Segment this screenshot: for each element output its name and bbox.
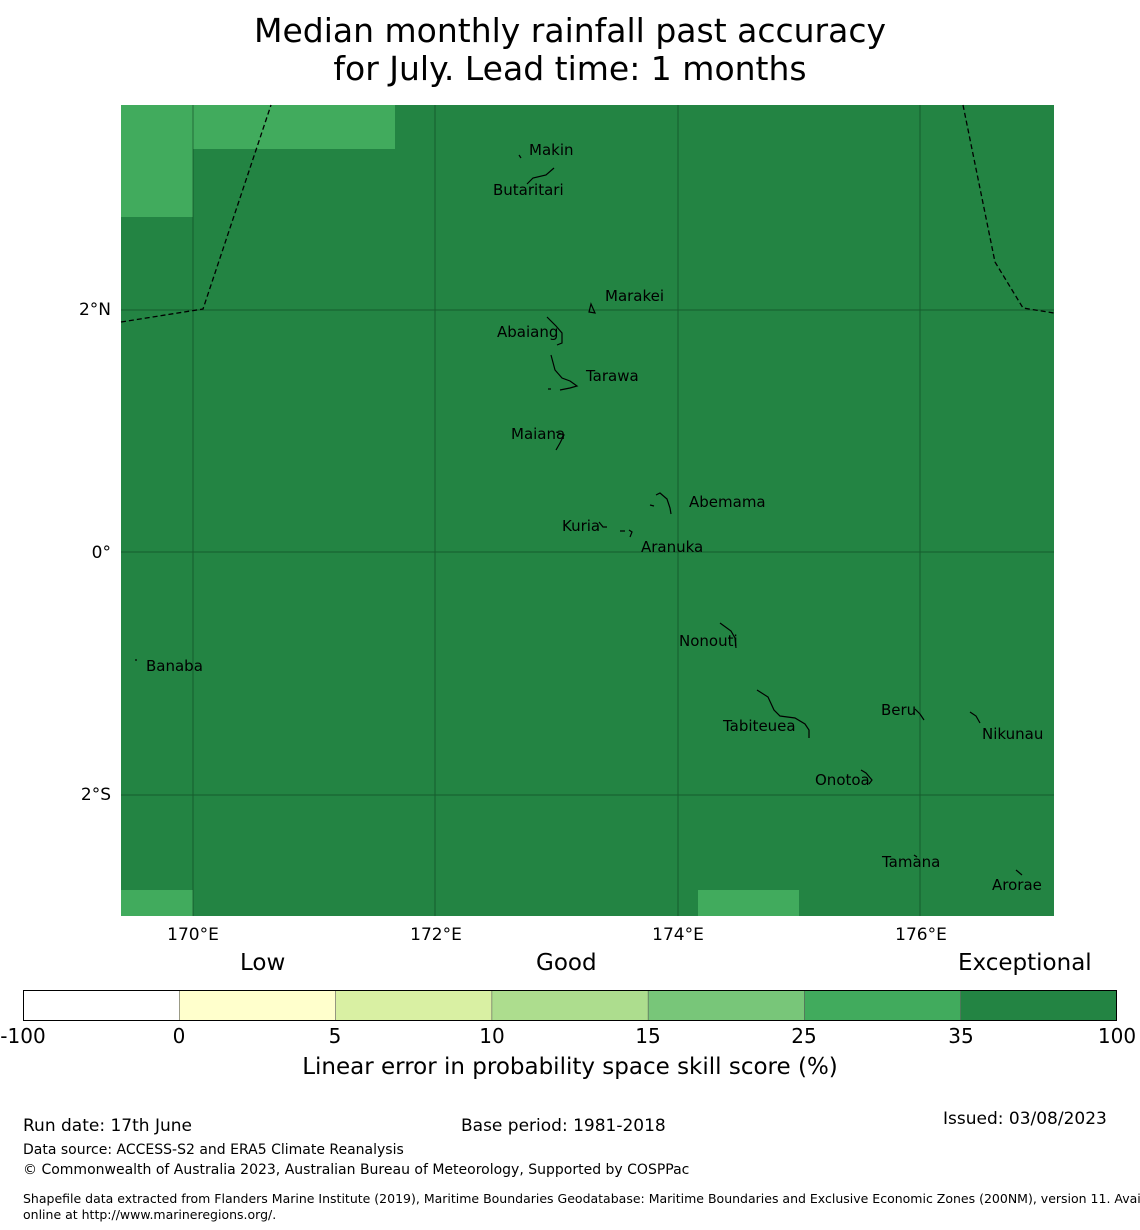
place-label-beru: Beru bbox=[881, 701, 916, 719]
legend-tick: 100 bbox=[1097, 1024, 1137, 1048]
lon-label-176e: 176°E bbox=[895, 925, 947, 945]
lon-label-172e: 172°E bbox=[410, 925, 462, 945]
map-cell-very-good bbox=[193, 105, 395, 149]
legend-swatch bbox=[179, 990, 337, 1021]
base-period: Base period: 1981-2018 bbox=[461, 1116, 666, 1136]
map-field-exceptional bbox=[121, 105, 1054, 916]
legend-category-good: Good bbox=[536, 950, 597, 976]
map-gridlines bbox=[121, 105, 1054, 916]
place-label-tamana: Tamana bbox=[881, 853, 940, 871]
place-label-abemama: Abemama bbox=[689, 493, 766, 511]
place-label-nikunau: Nikunau bbox=[982, 725, 1043, 743]
legend-swatch bbox=[648, 990, 805, 1021]
eez-boundary-west bbox=[120, 104, 272, 323]
data-source: Data source: ACCESS-S2 and ERA5 Climate … bbox=[23, 1142, 404, 1158]
place-label-abaiang: Abaiang bbox=[497, 323, 558, 341]
place-label-butaritari: Butaritari bbox=[493, 181, 564, 199]
place-label-nonouti: Nonouti bbox=[679, 632, 738, 650]
legend-tick: 10 bbox=[479, 1024, 505, 1048]
place-label-kuria: Kuria bbox=[562, 517, 600, 535]
chart-title-line-2: for July. Lead time: 1 months bbox=[333, 49, 807, 88]
lat-label-2n: 2°N bbox=[79, 300, 111, 320]
run-date: Run date: 17th June bbox=[23, 1116, 192, 1136]
lat-label-2s: 2°S bbox=[81, 785, 111, 805]
lon-label-170e: 170°E bbox=[167, 925, 219, 945]
legend-category-exceptional: Exceptional bbox=[958, 950, 1092, 976]
place-label-makin: Makin bbox=[529, 141, 574, 159]
copyright-notice: © Commonwealth of Australia 2023, Austra… bbox=[23, 1162, 690, 1178]
shapefile-credit-line-2: online at http://www.marineregions.org/. bbox=[23, 1207, 277, 1222]
place-label-aranuka: Aranuka bbox=[641, 538, 703, 556]
legend-colorbar bbox=[23, 990, 1117, 1021]
map-cell-very-good bbox=[698, 890, 799, 916]
legend-tick: -100 bbox=[0, 1024, 46, 1048]
place-label-tabiteuea: Tabiteuea bbox=[722, 717, 796, 735]
place-label-marakei: Marakei bbox=[605, 287, 664, 305]
lon-label-174e: 174°E bbox=[652, 925, 704, 945]
chart-title-line-1: Median monthly rainfall past accuracy bbox=[253, 11, 887, 50]
legend-tick: 0 bbox=[172, 1024, 186, 1048]
place-label-maiana: Maiana bbox=[511, 425, 565, 443]
shapefile-credit-line-1: Shapefile data extracted from Flanders M… bbox=[23, 1191, 1140, 1206]
place-label-tarawa: Tarawa bbox=[585, 367, 639, 385]
legend-tick: 5 bbox=[328, 1024, 342, 1048]
legend-swatch bbox=[960, 990, 1117, 1021]
legend-tick: 25 bbox=[791, 1024, 817, 1048]
place-label-arorae: Arorae bbox=[992, 876, 1042, 894]
legend-tick: 15 bbox=[635, 1024, 661, 1048]
eez-boundary-east bbox=[962, 104, 1055, 314]
map-cell-very-good bbox=[121, 890, 193, 916]
place-label-banaba: Banaba bbox=[146, 657, 203, 675]
map-cell-very-good bbox=[121, 105, 193, 217]
legend-tick: 35 bbox=[948, 1024, 974, 1048]
skill-map: Makin Butaritari Marakei Abaiang Tarawa … bbox=[79, 104, 1055, 945]
legend-axis-label: Linear error in probability space skill … bbox=[302, 1054, 838, 1080]
issued-date: Issued: 03/08/2023 bbox=[943, 1109, 1107, 1129]
legend-category-low: Low bbox=[240, 950, 286, 976]
legend-swatch bbox=[804, 990, 962, 1021]
island-outlines bbox=[135, 154, 1023, 876]
legend-swatch bbox=[23, 990, 180, 1021]
legend-swatch bbox=[335, 990, 493, 1021]
legend-swatch bbox=[491, 990, 649, 1021]
lat-label-0: 0° bbox=[92, 543, 111, 563]
place-label-onotoa: Onotoa bbox=[815, 771, 870, 789]
